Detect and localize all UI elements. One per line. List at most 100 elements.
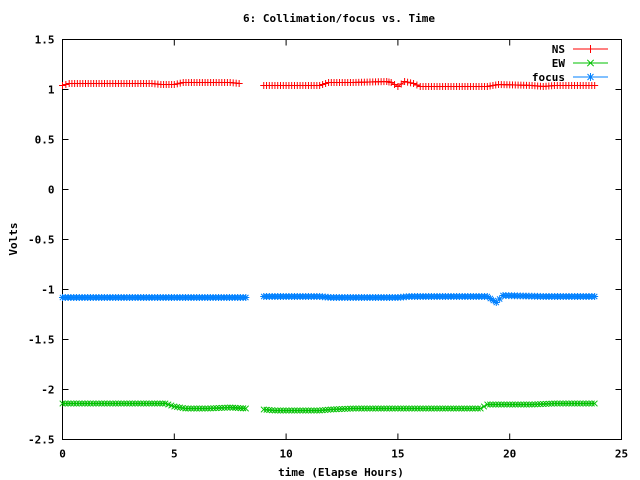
data-point: [517, 401, 525, 408]
data-point: [523, 401, 530, 408]
data-point: [405, 405, 413, 412]
data-point: [431, 405, 438, 412]
data-point: [218, 404, 225, 412]
series-ns: [59, 78, 599, 90]
legend-label: focus: [532, 71, 565, 84]
data-point: [224, 404, 231, 411]
y-tick-label: -0.5: [28, 234, 55, 247]
data-point: [444, 405, 452, 412]
data-point: [148, 400, 156, 407]
data-point: [400, 405, 407, 412]
x-tick-label: 20: [503, 448, 516, 461]
data-point: [514, 401, 522, 408]
data-point: [240, 405, 247, 412]
data-point: [204, 405, 211, 412]
data-point: [463, 405, 471, 412]
data-point: [401, 78, 409, 85]
data-point: [330, 406, 337, 413]
x-tick-label: 5: [171, 448, 178, 461]
data-point: [413, 81, 421, 89]
data-point: [425, 405, 432, 412]
data-point: [173, 80, 181, 88]
legend-item-ns: NS: [552, 43, 608, 56]
data-point: [557, 400, 564, 407]
data-point: [70, 400, 77, 407]
data-point: [112, 400, 119, 407]
legend-label: EW: [552, 57, 566, 70]
data-point: [372, 405, 379, 412]
data-point: [76, 400, 83, 407]
data-point: [586, 59, 595, 67]
data-point: [242, 294, 250, 301]
data-point: [586, 73, 595, 81]
data-point: [229, 404, 236, 411]
data-point: [588, 400, 595, 407]
data-point: [338, 405, 346, 413]
data-point: [280, 407, 287, 414]
data-point: [492, 401, 499, 408]
data-point: [62, 400, 69, 407]
data-point: [500, 401, 508, 408]
legend-item-ew: EW: [552, 57, 608, 70]
data-point: [450, 405, 457, 412]
y-tick-label: -1.5: [28, 334, 55, 347]
data-point: [104, 400, 111, 407]
data-point: [391, 405, 399, 412]
data-point: [185, 405, 192, 412]
data-point: [227, 404, 234, 411]
data-point: [210, 405, 217, 412]
data-point: [352, 405, 360, 412]
data-point: [109, 400, 116, 407]
data-point: [545, 400, 552, 407]
data-point: [129, 400, 136, 407]
data-point: [156, 400, 164, 407]
series-ew: [59, 400, 598, 414]
data-point: [92, 400, 100, 407]
data-point: [98, 400, 105, 407]
data-point: [143, 400, 150, 407]
data-point: [433, 405, 441, 412]
data-point: [586, 45, 595, 53]
data-point: [294, 407, 301, 414]
data-point: [308, 407, 315, 414]
data-point: [176, 79, 184, 87]
data-point: [134, 400, 142, 407]
data-point: [386, 405, 393, 412]
data-point: [503, 401, 511, 408]
y-tick-label: -1: [41, 284, 55, 297]
data-point: [159, 400, 166, 407]
data-point: [540, 400, 547, 408]
data-point: [327, 406, 334, 413]
data-point: [282, 407, 290, 414]
data-point: [305, 407, 312, 414]
data-point: [151, 400, 158, 407]
data-point: [520, 401, 527, 408]
data-point: [554, 400, 561, 407]
data-point: [344, 405, 351, 412]
data-point: [234, 404, 242, 412]
x-tick-label: 0: [59, 448, 66, 461]
data-point: [380, 405, 388, 412]
data-point: [350, 405, 357, 412]
data-point: [118, 400, 125, 407]
data-point: [436, 405, 443, 412]
data-point: [235, 80, 243, 87]
data-point: [574, 400, 581, 407]
data-point: [215, 404, 223, 412]
legend-item-focus: focus: [532, 71, 608, 84]
data-point: [59, 400, 66, 407]
data-point: [291, 407, 298, 414]
data-point: [87, 400, 94, 407]
data-point: [277, 407, 284, 414]
data-point: [237, 405, 244, 412]
data-point: [67, 400, 75, 407]
data-point: [414, 405, 421, 412]
data-point: [447, 405, 454, 412]
data-point: [548, 400, 555, 407]
data-point: [274, 407, 281, 414]
data-point: [495, 401, 502, 408]
data-point: [64, 400, 72, 407]
data-point: [115, 400, 122, 407]
